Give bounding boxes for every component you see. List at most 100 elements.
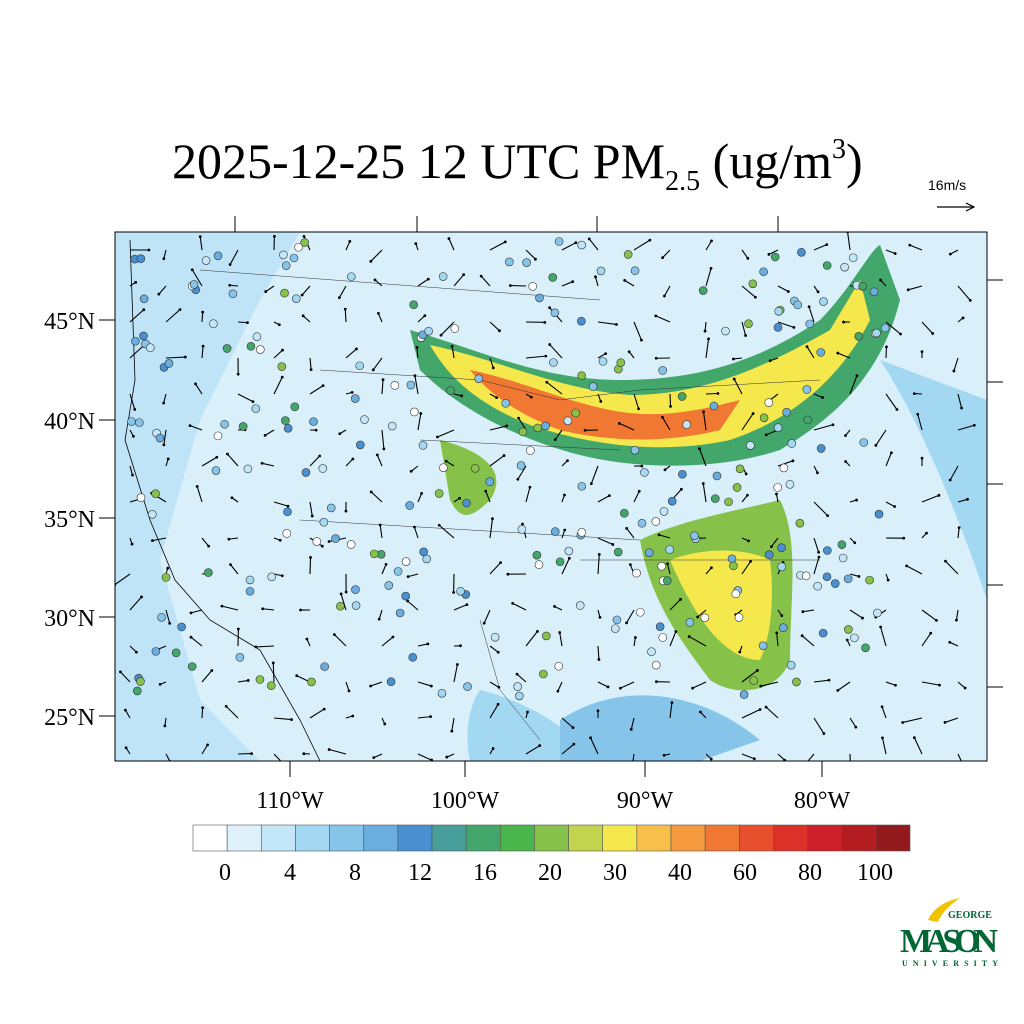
wind-arrow-head — [746, 256, 750, 260]
colorbar-label: 8 — [349, 860, 361, 886]
station — [456, 586, 465, 596]
wind-arrow — [370, 249, 383, 262]
wind-arrow — [760, 681, 779, 687]
wind-arrow — [624, 279, 635, 287]
wind-arrow-head — [290, 718, 293, 721]
wind-arrow-head — [131, 473, 134, 477]
wind-arrow-head — [124, 746, 128, 750]
wind-arrow-head — [119, 670, 122, 674]
wind-arrow — [950, 249, 959, 255]
wind-arrow-head — [158, 682, 162, 686]
wind-arrow — [190, 609, 203, 614]
wind-arrow-head — [747, 539, 750, 543]
wind-arrow-head — [908, 243, 912, 247]
wind-arrow-head — [925, 531, 928, 535]
wind-arrow-head — [698, 447, 701, 451]
wind-arrow-head — [310, 514, 314, 518]
station — [758, 641, 768, 651]
station — [251, 404, 261, 413]
wind-arrow-head — [419, 412, 423, 415]
wind-arrow-head — [732, 377, 736, 381]
station — [779, 463, 789, 473]
wind-arrow — [921, 632, 932, 647]
wind-arrow — [741, 494, 748, 503]
colorbar-swatch — [773, 824, 808, 852]
station — [355, 361, 365, 371]
station — [712, 471, 722, 481]
station — [213, 251, 223, 261]
station — [187, 662, 197, 671]
wind-arrow — [741, 753, 755, 760]
title-subscript: 2.5 — [665, 166, 700, 197]
wind-arrow — [408, 573, 419, 578]
station — [651, 517, 661, 526]
colorbar-swatch — [807, 824, 843, 852]
station — [880, 323, 890, 333]
wind-arrow — [741, 413, 754, 431]
station — [463, 682, 472, 691]
wind-arrow-head — [201, 344, 205, 348]
wind-arrow-head — [709, 267, 713, 270]
wind-arrow — [955, 609, 959, 621]
wind-arrow-head — [825, 243, 829, 247]
wind-arrow-head — [853, 541, 857, 545]
wind-arrow-head — [948, 478, 952, 482]
wind-arrow-head — [263, 433, 267, 437]
station — [280, 288, 289, 298]
wind-arrow-head — [462, 273, 466, 277]
wind-arrow-head — [752, 757, 756, 761]
wind-arrow — [345, 241, 351, 251]
wind-arrow — [620, 681, 635, 689]
station — [616, 358, 626, 367]
station — [360, 415, 369, 424]
wind-arrow — [849, 717, 857, 728]
wind-arrow-head — [260, 461, 264, 465]
wind-arrow-head — [661, 415, 664, 419]
wind-arrow-head — [744, 334, 747, 337]
wind-arrow-head — [916, 412, 920, 416]
wind-arrow-head — [803, 764, 806, 767]
wind-arrow — [807, 753, 815, 761]
station — [127, 417, 136, 426]
station — [369, 549, 379, 559]
station — [279, 250, 288, 260]
wind-arrow-head — [423, 314, 427, 318]
colorbar-label: 20 — [538, 860, 562, 886]
wind-arrow — [165, 753, 171, 761]
wind-arrow — [597, 321, 617, 325]
station — [132, 686, 142, 696]
station — [201, 256, 211, 265]
wind-arrow — [416, 347, 419, 359]
wind-arrow-head — [339, 592, 343, 596]
wind-arrow-head — [157, 292, 161, 296]
wind-arrow-head — [920, 456, 924, 460]
wind-arrow-head — [377, 311, 380, 315]
wind-arrow — [516, 673, 527, 683]
station — [387, 421, 397, 431]
wind-arrow — [201, 456, 218, 467]
wind-arrow-head — [879, 278, 882, 282]
wind-arrow-head — [957, 526, 961, 530]
wind-arrow — [372, 357, 383, 371]
wind-arrow — [921, 494, 940, 503]
wind-arrow-head — [563, 528, 567, 532]
wind-arrow-head — [281, 762, 284, 765]
wind-arrow-head — [147, 248, 151, 252]
station — [801, 571, 811, 581]
wind-arrow — [921, 321, 934, 334]
station — [446, 386, 455, 395]
station — [787, 439, 797, 448]
station — [773, 483, 782, 492]
wind-arrow-head — [496, 650, 500, 654]
wind-arrow-head — [571, 726, 575, 730]
station — [658, 366, 667, 375]
station — [434, 489, 444, 498]
station — [161, 573, 171, 582]
wind-arrow-head — [857, 575, 861, 578]
wind-arrow-head — [783, 758, 787, 761]
wind-arrow — [733, 378, 743, 395]
wind-arrow-head — [246, 321, 249, 325]
wind-arrow — [201, 744, 209, 755]
wind-arrow-head — [844, 434, 847, 437]
wind-arrow — [885, 393, 898, 410]
